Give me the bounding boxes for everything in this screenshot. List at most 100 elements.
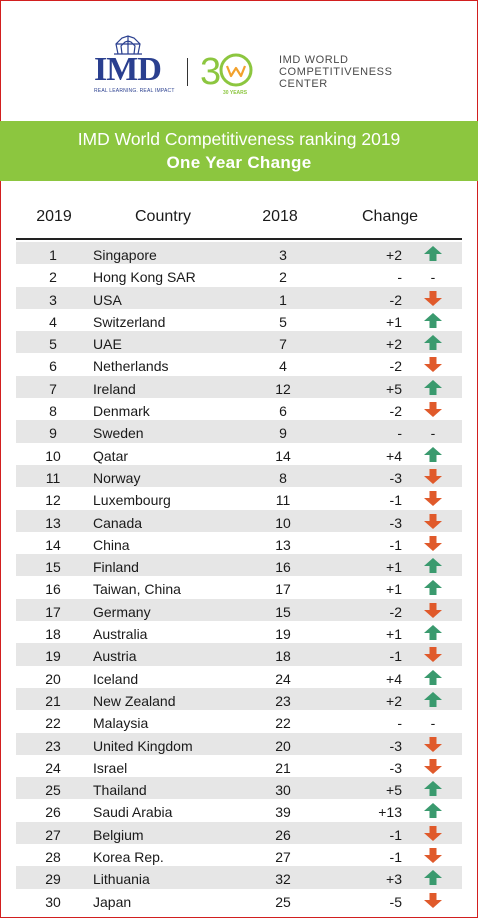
rank-2019-cell: 1 <box>49 247 57 263</box>
rank-2018-cell: 23 <box>275 692 291 709</box>
column-header-country: Country <box>135 208 192 225</box>
rank-2019-cell: 28 <box>45 849 61 866</box>
rank-2019-cell: 6 <box>49 358 57 375</box>
arrow-down-icon <box>424 602 442 618</box>
rank-2019-cell: 11 <box>45 469 61 486</box>
change-cell: - <box>397 269 402 286</box>
change-cell: - <box>397 715 402 732</box>
change-cell: -3 <box>389 514 402 531</box>
rank-2018-cell: 19 <box>275 626 291 643</box>
table-row: 3 USA 1 -2 <box>16 286 462 309</box>
arrow-up-icon <box>424 558 442 574</box>
rank-2018-cell: 27 <box>275 849 291 866</box>
rank-2018-cell: 2 <box>279 269 287 286</box>
arrow-up-icon <box>424 246 442 261</box>
table-row: 2 Hong Kong SAR 2 - - <box>16 264 462 286</box>
rank-2019-cell: 27 <box>45 826 61 843</box>
country-cell: Qatar <box>93 447 129 464</box>
table-row: 5 UAE 7 +2 <box>16 331 462 354</box>
title-banner: IMD World Competitiveness ranking 2019 O… <box>0 121 478 181</box>
arrow-up-icon <box>424 803 442 819</box>
rank-2018-cell: 7 <box>279 336 287 353</box>
rank-2019-cell: 9 <box>49 425 57 442</box>
center-name-line: COMPETITIVENESS <box>279 66 393 78</box>
thirty-years-icon: 3 30 YEARS <box>200 51 253 96</box>
country-cell: Luxembourg <box>93 492 171 509</box>
center-name: IMD WORLD COMPETITIVENESS CENTER <box>279 54 393 90</box>
rank-2019-cell: 14 <box>45 536 61 553</box>
table-row: 21 New Zealand 23 +2 <box>16 687 462 711</box>
country-cell: Ireland <box>93 380 136 397</box>
change-cell: -2 <box>389 603 402 620</box>
country-cell: USA <box>93 291 122 308</box>
rank-2019-cell: 18 <box>45 626 61 643</box>
table-row: 17 Germany 15 -2 <box>16 598 462 622</box>
change-cell: +3 <box>386 871 402 888</box>
rank-2018-cell: 20 <box>275 737 291 754</box>
country-cell: Norway <box>93 469 141 486</box>
arrow-up-icon <box>424 669 442 685</box>
country-cell: Lithuania <box>93 871 150 888</box>
arrow-up-icon <box>424 691 442 707</box>
table-row: 30 Japan 25 -5 <box>16 889 462 911</box>
rank-2018-cell: 4 <box>279 358 287 375</box>
arrow-up-icon <box>424 781 442 797</box>
arrow-down-icon <box>424 402 442 418</box>
change-cell: -3 <box>389 469 402 486</box>
change-cell: -2 <box>389 358 402 375</box>
change-cell: +2 <box>386 692 402 709</box>
arrow-down-icon <box>424 736 442 752</box>
country-cell: Saudi Arabia <box>93 804 173 821</box>
imd-logo-tagline: REAL LEARNING. REAL IMPACT <box>94 88 175 94</box>
rank-2018-cell: 5 <box>279 313 287 330</box>
rank-2018-cell: 32 <box>275 871 291 888</box>
rank-2019-cell: 26 <box>45 804 61 821</box>
table-row: 4 Switzerland 5 +1 <box>16 309 462 331</box>
change-cell: -1 <box>389 826 402 843</box>
change-cell: -2 <box>389 403 402 420</box>
country-cell: Israel <box>93 759 128 776</box>
country-cell: Korea Rep. <box>93 849 164 866</box>
change-cell: -3 <box>389 737 402 754</box>
table-row: 29 Lithuania 32 +3 <box>16 866 462 889</box>
anniversary-text: 30 YEARS <box>223 90 248 96</box>
country-cell: Taiwan, China <box>93 581 181 598</box>
no-change-dash-icon: - <box>430 269 436 286</box>
arrow-down-icon <box>424 825 442 841</box>
rank-2018-cell: 22 <box>275 715 291 732</box>
arrow-down-icon <box>424 290 442 306</box>
rank-2019-cell: 7 <box>49 380 57 397</box>
rank-2018-cell: 26 <box>275 826 291 843</box>
rank-2018-cell: 8 <box>279 469 287 486</box>
logo-divider <box>187 58 188 86</box>
column-header-change: Change <box>362 208 419 225</box>
rank-2019-cell: 4 <box>49 313 57 330</box>
chart-subtitle: One Year Change <box>166 153 312 172</box>
rank-2018-cell: 16 <box>275 559 291 576</box>
rank-2019-cell: 21 <box>45 692 61 709</box>
change-cell: +2 <box>386 336 402 353</box>
change-cell: - <box>397 425 402 442</box>
column-header-2019: 2019 <box>36 208 72 225</box>
table-row: 23 United Kingdom 20 -3 <box>16 732 462 755</box>
rank-2018-cell: 10 <box>275 514 291 531</box>
country-cell: Malaysia <box>93 715 149 732</box>
arrow-down-icon <box>424 892 442 908</box>
arrow-down-icon <box>424 513 442 529</box>
change-cell: +5 <box>386 782 402 799</box>
table-row: 13 Canada 10 -3 <box>16 509 462 532</box>
arrow-down-icon <box>424 468 442 484</box>
table-row: 9 Sweden 9 - - <box>16 420 462 443</box>
rank-2019-cell: 5 <box>49 336 57 353</box>
rank-2018-cell: 6 <box>279 403 287 420</box>
rank-2018-cell: 12 <box>275 380 291 397</box>
change-cell: -1 <box>389 536 402 553</box>
table-row: 7 Ireland 12 +5 <box>16 375 462 399</box>
rank-2018-cell: 1 <box>279 291 287 308</box>
country-cell: Belgium <box>93 826 144 843</box>
rank-2018-cell: 3 <box>279 247 287 263</box>
rank-2018-cell: 15 <box>275 603 291 620</box>
rank-2019-cell: 15 <box>45 559 61 576</box>
rank-2018-cell: 25 <box>275 893 291 910</box>
change-cell: -2 <box>389 291 402 308</box>
